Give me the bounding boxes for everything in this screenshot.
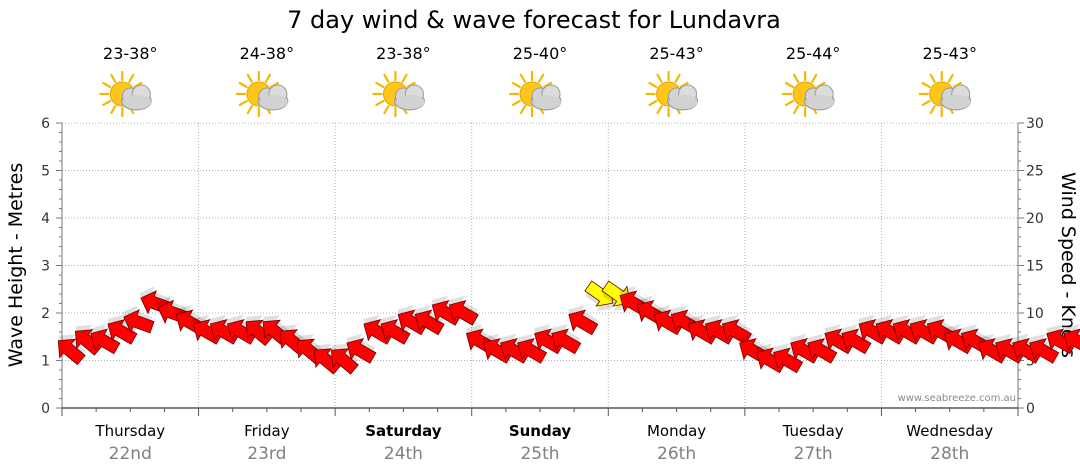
y-axis-right-label: Wind Speed - Knots xyxy=(1057,172,1079,358)
right-tick-label: 5 xyxy=(1026,354,1035,370)
y-axis-left-label: Wave Height - Metres xyxy=(5,163,27,367)
temperature-label: 24-38° xyxy=(240,44,295,63)
wind-arrow xyxy=(90,324,121,355)
right-tick-label: 25 xyxy=(1026,164,1044,180)
weather-icons xyxy=(99,70,972,118)
day-date-label: 22nd xyxy=(109,444,152,464)
day-name-label: Sunday xyxy=(509,422,572,440)
partly-cloudy-icon xyxy=(782,70,835,118)
day-date-label: 28th xyxy=(930,444,969,464)
wind-arrow xyxy=(380,314,411,345)
day-labels: Thursday 22nd Friday 23rd Saturday 24th Sunday… xyxy=(94,422,993,464)
day-name-label: Friday xyxy=(244,422,290,440)
temperature-label: 23-38° xyxy=(103,44,158,63)
wind-arrow xyxy=(551,324,582,355)
wind-arrow xyxy=(568,305,599,336)
left-tick-labels: 0 1 2 3 4 5 6 xyxy=(41,116,50,417)
day-date-label: 27th xyxy=(794,444,833,464)
day-date-label: 26th xyxy=(657,444,696,464)
temperature-label: 25-43° xyxy=(649,44,704,63)
day-name-label: Saturday xyxy=(365,422,442,440)
right-tick-label: 30 xyxy=(1026,116,1044,132)
partly-cloudy-icon xyxy=(372,70,425,118)
wind-arrow xyxy=(517,333,548,364)
wind-arrow xyxy=(841,324,872,355)
right-tick-label: 10 xyxy=(1026,306,1044,322)
left-tick-label: 3 xyxy=(41,259,50,275)
partly-cloudy-icon xyxy=(99,70,152,118)
wind-arrow xyxy=(346,333,377,364)
partly-cloudy-icon xyxy=(235,70,289,118)
left-tick-label: 5 xyxy=(41,164,50,180)
day-name-label: Thursday xyxy=(94,422,165,440)
right-tick-labels: 0 5 10 15 20 25 30 xyxy=(1026,116,1044,417)
grid-lines xyxy=(62,122,1018,408)
wind-arrow xyxy=(1029,333,1060,364)
wind-arrow xyxy=(773,343,804,374)
axes xyxy=(56,122,1024,416)
temperature-labels: 23-38° 24-38° 23-38° 25-40° 25-43° 25-44° 25-4… xyxy=(103,44,977,63)
left-tick-label: 1 xyxy=(41,354,50,370)
wind-arrow xyxy=(721,314,752,345)
wind-arrow xyxy=(807,333,838,364)
right-tick-label: 15 xyxy=(1026,259,1044,275)
wind-arrow xyxy=(448,295,479,326)
wind-arrow xyxy=(107,314,138,345)
right-tick-label: 0 xyxy=(1026,401,1035,417)
left-tick-label: 4 xyxy=(41,211,50,227)
chart-title: 7 day wind & wave forecast for Lundavra xyxy=(287,6,781,34)
partly-cloudy-icon xyxy=(508,70,562,118)
temperature-label: 25-44° xyxy=(786,44,841,63)
day-name-label: Wednesday xyxy=(906,422,993,440)
left-tick-label: 0 xyxy=(41,401,50,417)
wind-arrow xyxy=(414,305,445,336)
temperature-label: 23-38° xyxy=(376,44,431,63)
left-tick-label: 2 xyxy=(41,306,50,322)
wind-arrows xyxy=(57,280,1080,375)
temperature-label: 25-40° xyxy=(513,44,568,63)
day-date-label: 23rd xyxy=(247,444,286,464)
wind-arrow xyxy=(331,343,359,375)
wind-arrow xyxy=(122,305,155,334)
day-date-label: 25th xyxy=(520,444,559,464)
day-name-label: Tuesday xyxy=(782,422,844,440)
day-date-label: 24th xyxy=(384,444,423,464)
partly-cloudy-icon xyxy=(918,70,972,118)
temperature-label: 25-43° xyxy=(922,44,977,63)
right-tick-label: 20 xyxy=(1026,211,1044,227)
day-name-label: Monday xyxy=(647,422,706,440)
watermark: www.seabreeze.com.au xyxy=(898,393,1016,404)
partly-cloudy-icon xyxy=(645,70,699,118)
left-tick-label: 6 xyxy=(41,116,50,132)
wind-arrow xyxy=(57,334,86,366)
wind-arrow xyxy=(1063,324,1080,355)
